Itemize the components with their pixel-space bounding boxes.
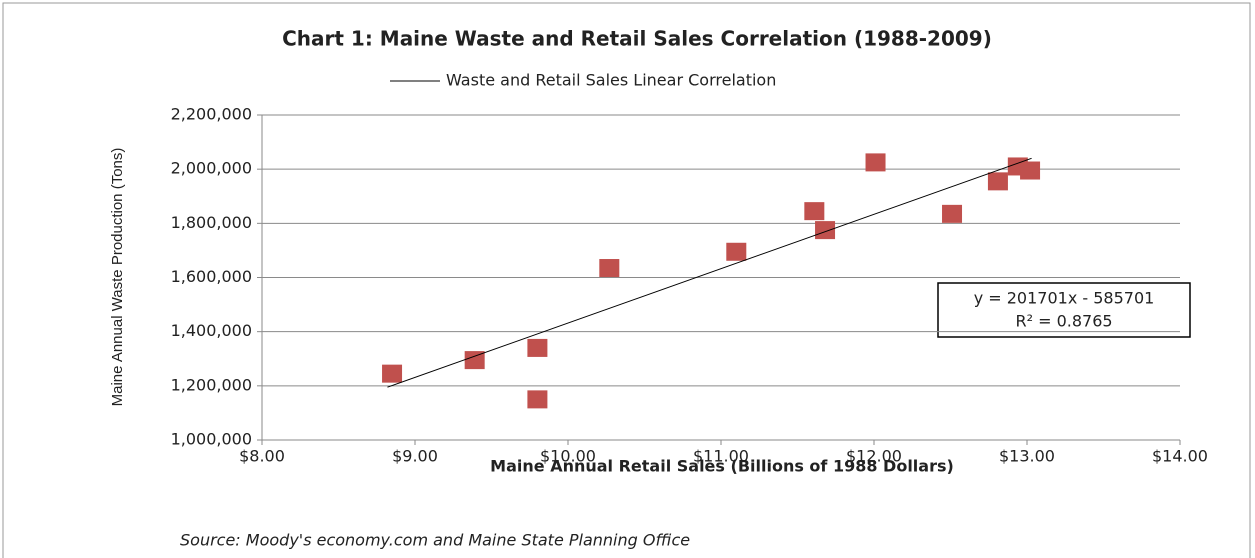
- x-tick-label: $9.00: [392, 447, 438, 466]
- equation: y = 201701x - 585701: [974, 289, 1155, 308]
- equation-box: [937, 282, 1191, 338]
- y-tick-label: 1,000,000: [171, 430, 252, 449]
- x-tick-label: $12.00: [846, 447, 902, 466]
- point: [815, 221, 836, 240]
- y-tick-label: 1,400,000: [171, 321, 252, 340]
- y-tick-label: 1,600,000: [171, 267, 252, 286]
- legend-label: Waste and Retail Sales Linear Correlatio…: [446, 71, 776, 90]
- x-tick-label: $8.00: [239, 447, 285, 466]
- point: [987, 172, 1008, 191]
- point: [527, 338, 548, 357]
- x-axis-label: Maine Annual Retail Sales (Billions of 1…: [490, 457, 954, 476]
- point: [804, 202, 825, 221]
- y-tick-label: 2,000,000: [171, 159, 252, 178]
- x-tick-label: $14.00: [1152, 447, 1208, 466]
- source-note: Source: Moody's economy.com and Maine St…: [180, 531, 690, 550]
- point: [599, 259, 620, 278]
- point: [464, 351, 485, 370]
- x-tick-label: $13.00: [999, 447, 1055, 466]
- point: [865, 153, 886, 172]
- x-tick-label: $11.00: [693, 447, 749, 466]
- y-tick-label: 1,800,000: [171, 213, 252, 232]
- x-tick-label: $10.00: [540, 447, 596, 466]
- y-axis-label: Maine Annual Waste Production (Tons): [109, 148, 126, 407]
- chart-title: Chart 1: Maine Waste and Retail Sales Co…: [282, 27, 992, 51]
- point: [726, 242, 747, 261]
- y-tick-label: 1,200,000: [171, 375, 252, 394]
- y-tick-label: 2,200,000: [171, 105, 252, 124]
- r-squared: R² = 0.8765: [1015, 312, 1112, 331]
- point: [382, 364, 403, 383]
- point: [527, 390, 548, 409]
- point: [1020, 161, 1041, 180]
- point: [942, 204, 963, 223]
- trendline: [387, 157, 1032, 388]
